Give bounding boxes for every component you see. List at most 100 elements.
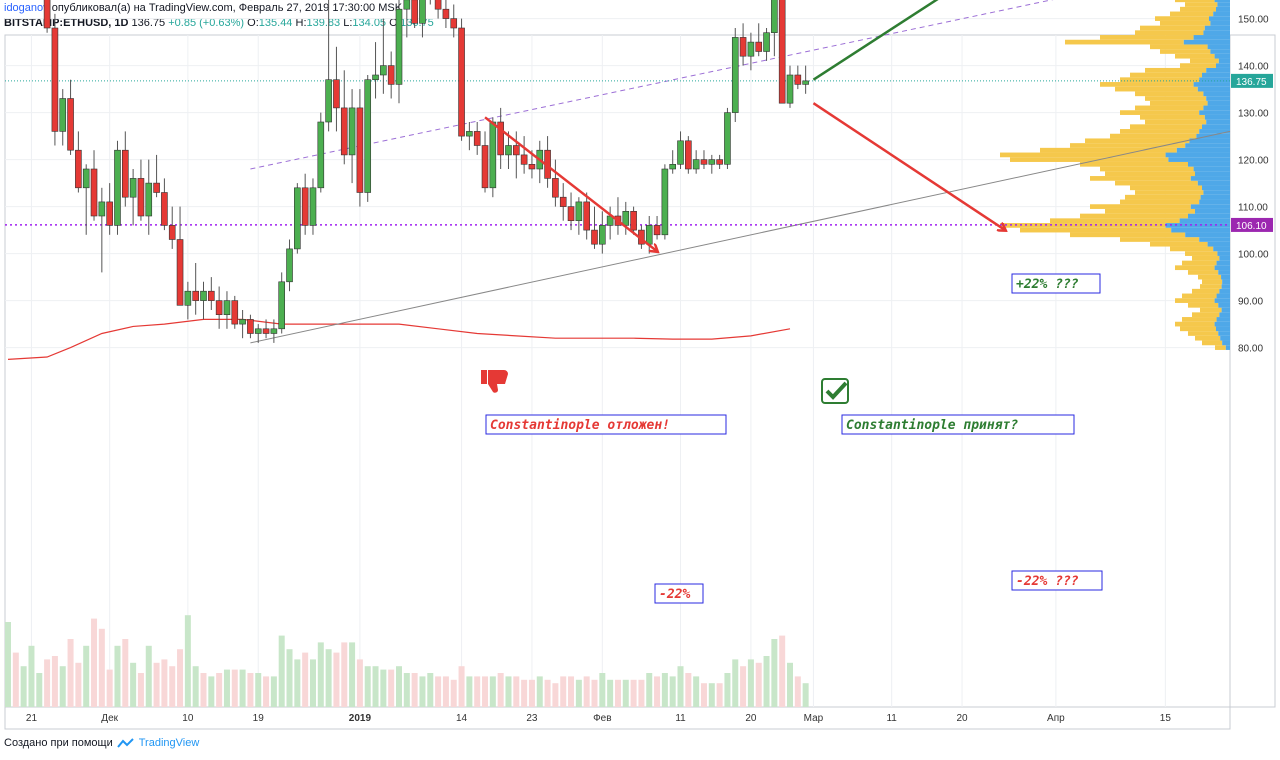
annotation-accepted-frame — [841, 414, 1075, 435]
candle-body — [700, 159, 708, 165]
candle-body — [489, 121, 497, 189]
volume-bar — [59, 666, 66, 707]
volume-bar — [427, 673, 434, 707]
annotation-delayed: Constantinople отложен! — [485, 414, 727, 435]
profile-bar-yellow — [1140, 25, 1205, 31]
candle-body — [466, 131, 473, 137]
profile-bar-yellow — [1130, 72, 1202, 78]
candle-body — [591, 229, 598, 245]
volume-bar — [630, 679, 637, 707]
candle-body — [184, 290, 192, 306]
arrow-up-mid — [812, 0, 939, 81]
candle-body — [90, 168, 98, 217]
candle-body — [419, 0, 426, 24]
candle-body — [176, 239, 184, 306]
x-tick-label: 21 — [26, 713, 38, 724]
annotation-plus22: +22% ??? — [1011, 273, 1101, 294]
profile-bar-yellow — [1110, 133, 1197, 139]
profile-bar-blue — [1214, 0, 1230, 3]
open-value: 135.44 — [258, 17, 293, 29]
volume-bar — [184, 615, 191, 707]
candle-body — [653, 225, 661, 236]
volume-bar — [536, 676, 543, 707]
candle-body — [520, 154, 528, 165]
profile-bar-blue — [1213, 11, 1230, 17]
volume-bar — [685, 673, 692, 707]
volume-bar — [169, 666, 176, 707]
volume-bar — [732, 659, 739, 707]
price-tag-bg — [1231, 73, 1273, 88]
profile-bar-yellow — [1190, 58, 1219, 64]
profile-bar-blue — [1210, 49, 1230, 54]
price-tag: 136.75 — [1231, 73, 1273, 88]
candle-body — [677, 140, 684, 165]
volume-bars — [5, 615, 809, 707]
candle-body — [208, 290, 215, 301]
profile-bar-blue — [1202, 72, 1230, 78]
candle-body — [442, 8, 450, 19]
profile-bar-yellow — [1000, 223, 1166, 228]
profile-bar-yellow — [1070, 232, 1186, 238]
x-tick-label: Фев — [593, 713, 611, 724]
candle-body — [622, 211, 630, 226]
volume-bar — [20, 666, 27, 707]
profile-bar-yellow — [1115, 86, 1198, 92]
volume-bar — [474, 676, 481, 707]
profile-bar-blue — [1199, 129, 1230, 134]
x-tick-label: 19 — [253, 713, 265, 724]
author-name[interactable]: idoganov — [4, 2, 49, 14]
last-price: 136.75 — [131, 17, 166, 29]
profile-bar-blue — [1217, 2, 1230, 7]
profile-bar-yellow — [1040, 147, 1177, 153]
candle-body — [559, 196, 567, 207]
candle-body — [223, 300, 231, 316]
profile-bar-blue — [1189, 138, 1230, 144]
volume-bar — [560, 676, 567, 707]
profile-bar-yellow — [1188, 331, 1219, 336]
x-tick-label: Мар — [804, 713, 824, 724]
volume-bar — [419, 676, 426, 707]
annotation-plus22-text: +22% ??? — [1016, 277, 1079, 292]
x-tick-label: 20 — [745, 713, 757, 724]
volume-bar — [137, 673, 144, 707]
volume-bar — [341, 642, 348, 707]
profile-bar-blue — [1219, 312, 1230, 318]
profile-bar-yellow — [1200, 307, 1222, 313]
volume-bar — [356, 659, 363, 707]
volume-bar — [216, 673, 223, 707]
candle-body — [82, 168, 90, 189]
profile-bar-yellow — [1130, 124, 1202, 130]
profile-bar-yellow — [1120, 129, 1200, 134]
volume-bar — [489, 676, 496, 707]
x-tick-label: Апр — [1047, 713, 1065, 724]
footer-brand[interactable]: TradingView — [138, 737, 200, 749]
candle-body — [247, 319, 254, 334]
price-tag-text: 106.10 — [1236, 221, 1267, 232]
candle-body — [708, 159, 716, 165]
profile-bar-yellow — [1180, 6, 1216, 12]
x-tick-label: 23 — [526, 713, 538, 724]
profile-bar-blue — [1214, 298, 1230, 303]
low-value: 134.05 — [352, 17, 387, 29]
profile-bar-blue — [1214, 53, 1230, 59]
profile-bar-yellow — [1150, 100, 1208, 106]
arrow-down-low — [484, 116, 657, 251]
profile-bar-blue — [1217, 251, 1230, 256]
profile-bar-blue — [1199, 77, 1230, 83]
annotation-minus22-low-text: -22% — [659, 587, 690, 602]
profile-bar-yellow — [1182, 260, 1217, 266]
thumbs-down-icon — [481, 370, 508, 393]
candle-body — [724, 112, 731, 165]
candle-body — [661, 168, 669, 236]
candle-body — [755, 41, 763, 52]
x-tick-label: 10 — [182, 713, 194, 724]
candle-body — [372, 74, 379, 80]
profile-bar-blue — [1216, 6, 1230, 12]
profile-bar-yellow — [1000, 152, 1166, 158]
candle-body — [473, 131, 481, 146]
profile-bar-yellow — [1125, 194, 1201, 200]
candle-body — [747, 41, 755, 57]
profile-bar-blue — [1216, 317, 1230, 322]
profile-bar-yellow — [1050, 218, 1180, 224]
